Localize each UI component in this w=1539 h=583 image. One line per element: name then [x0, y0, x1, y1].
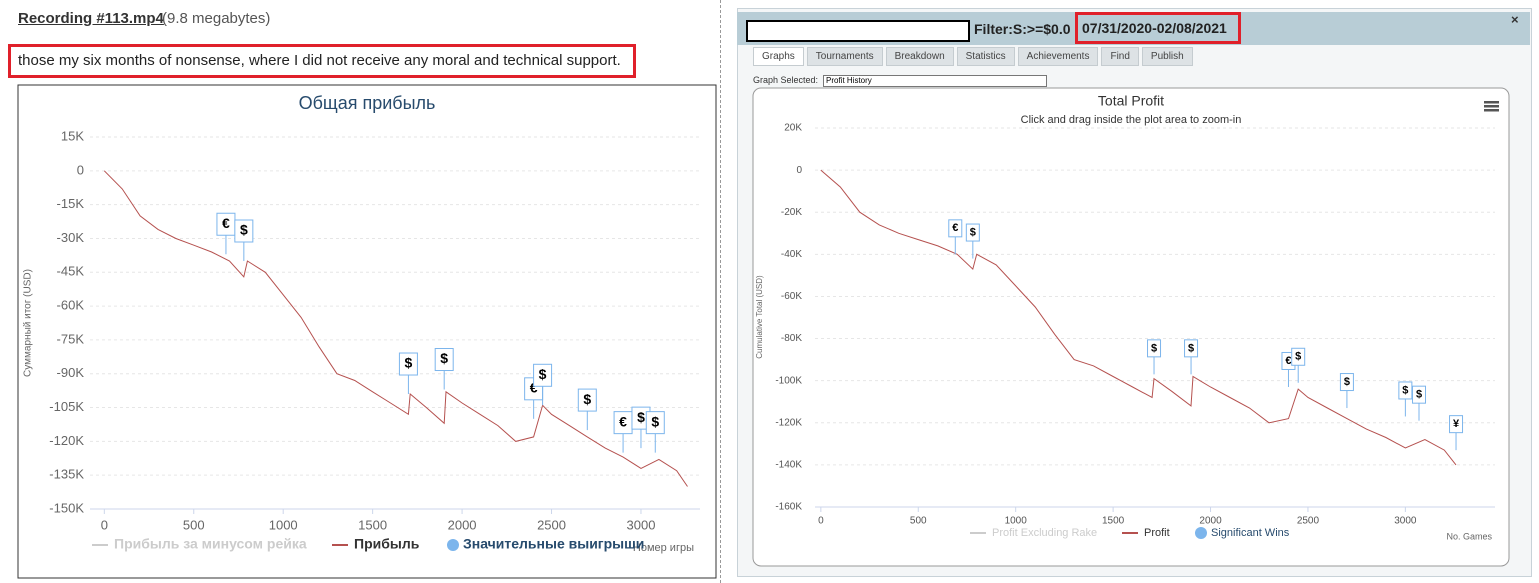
- y-tick-label: 15K: [61, 128, 84, 143]
- tabs: Graphs Tournaments Breakdown Statistics Achi…: [753, 47, 1193, 66]
- tab[interactable]: Graphs: [753, 47, 804, 66]
- x-tick-label: 2500: [537, 517, 566, 532]
- flag-label: $: [440, 350, 448, 366]
- y-tick-label: -15K: [57, 196, 85, 211]
- flag-label: $: [583, 391, 591, 407]
- legend-label: Прибыль: [354, 536, 420, 552]
- flag: [434, 348, 454, 372]
- flag-label: €: [530, 380, 538, 396]
- flag: [524, 377, 544, 401]
- flag: [613, 411, 633, 435]
- flag: [645, 411, 665, 435]
- flag: [577, 388, 597, 412]
- tab[interactable]: Statistics: [956, 47, 1015, 66]
- tab[interactable]: Breakdown: [885, 47, 954, 66]
- y-tick-label: -60K: [57, 298, 85, 313]
- dates: 07/31/2020-02/08/2021: [1075, 12, 1241, 44]
- y-tick-label: -150K: [49, 500, 84, 515]
- x-tick-label: 1500: [358, 517, 387, 532]
- tab[interactable]: Publish: [1141, 47, 1193, 66]
- legend-label: Значительные выигрыши: [463, 536, 644, 552]
- graph-selected-label: Graph Selected:: [753, 75, 819, 85]
- flag: [398, 352, 418, 376]
- x-tick-label: 3000: [627, 517, 656, 532]
- x-tick-label: 0: [101, 517, 108, 532]
- y-tick-label: -105K: [49, 399, 84, 414]
- legend-label: Прибыль за минусом рейка: [114, 536, 307, 552]
- flag-label: $: [637, 409, 645, 425]
- flag-label: €: [619, 413, 627, 429]
- tab[interactable]: Tournaments: [806, 47, 883, 66]
- close-button[interactable]: ×: [1511, 12, 1519, 27]
- recording-link[interactable]: Recording #113.mp4: [18, 10, 164, 27]
- y-axis-label: Суммарный итог (USD): [23, 269, 34, 377]
- profit-line: [103, 170, 688, 487]
- flag-label: $: [651, 413, 659, 429]
- chart-frame: [17, 84, 717, 579]
- flag: [533, 363, 553, 387]
- flag-label: €: [222, 215, 230, 231]
- flag: [234, 219, 254, 243]
- flag-label: $: [539, 366, 547, 382]
- divider: [720, 0, 721, 583]
- y-tick-label: -120K: [49, 433, 84, 448]
- window: [737, 8, 1532, 577]
- graph-select[interactable]: Profit History: [823, 75, 1047, 87]
- redacted-box: [746, 20, 970, 42]
- comment: those my six months of nonsense, where I…: [8, 44, 636, 78]
- tab[interactable]: Achievements: [1017, 47, 1099, 66]
- flag: [631, 406, 651, 430]
- filter: Filter:S:>=$0.0: [974, 21, 1071, 37]
- chart-title: Общая прибыль: [299, 93, 436, 113]
- x-tick-label: 500: [183, 517, 205, 532]
- tab[interactable]: Find: [1101, 47, 1139, 66]
- y-tick-label: -135K: [49, 467, 84, 482]
- x-tick-label: 2000: [448, 517, 477, 532]
- y-tick-label: -45K: [57, 264, 85, 279]
- y-tick-label: -90K: [57, 365, 85, 380]
- flag-label: $: [240, 222, 248, 238]
- x-tick-label: 1000: [269, 517, 298, 532]
- flag: [216, 212, 236, 236]
- file-size: (9.8 megabytes): [162, 10, 271, 27]
- flag-label: $: [405, 355, 413, 371]
- y-tick-label: -30K: [57, 230, 85, 245]
- y-tick-label: -75K: [57, 331, 85, 346]
- x-axis-label: Номер игры: [633, 542, 694, 554]
- legend-swatch: [447, 539, 459, 551]
- y-tick-label: 0: [77, 162, 84, 177]
